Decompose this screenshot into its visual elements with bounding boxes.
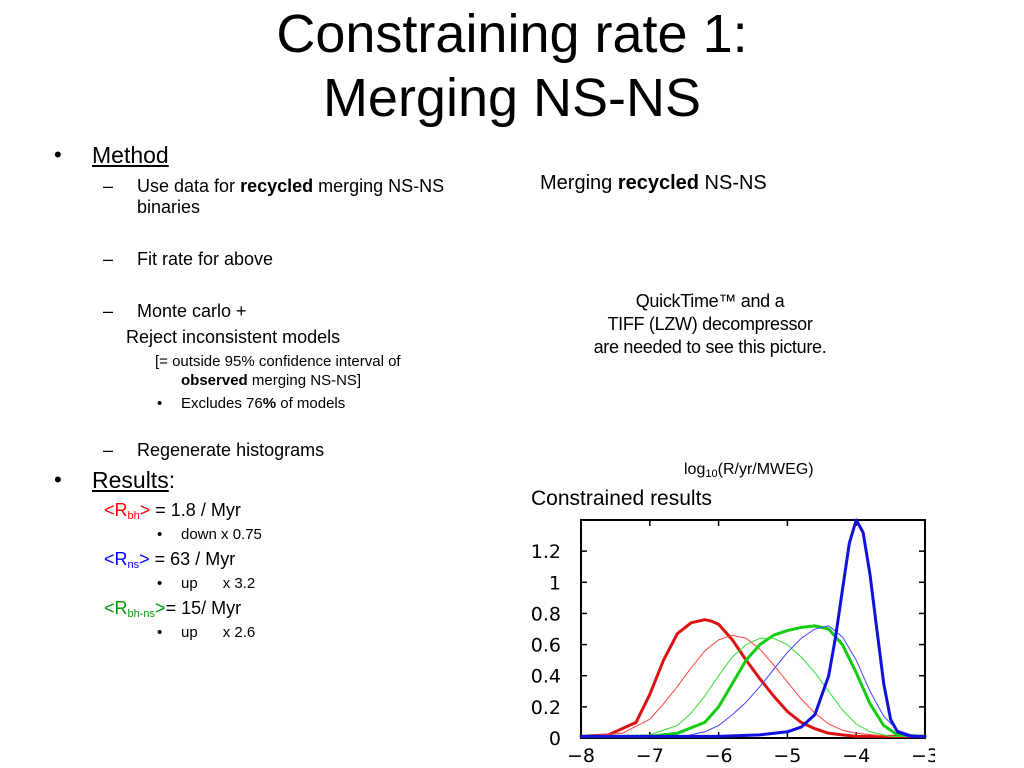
x-tick-label: −6 [705,745,733,767]
x-tick-label: −8 [567,745,595,767]
results-heading: Results: [92,467,176,493]
results-bullet: • [54,467,62,492]
result-r-bhns: <Rbh-ns>= 15/ Myr [104,598,242,620]
dash-4: – [103,440,114,460]
method-item-3: Monte carlo + [137,301,247,321]
placeholder-line-1: QuickTime™ and a [635,291,785,311]
placeholder-line-2: TIFF (LZW) decompressor [607,314,813,334]
y-tick-label: 0.8 [531,603,561,625]
y-tick-label: 1 [549,572,561,594]
x-tick-label: −3 [911,745,935,767]
left-column: • Method – Use data for recycled merging… [54,142,445,641]
dash-3: – [103,301,114,321]
title-line-2: Merging NS-NS [322,68,702,128]
method-bullet: • [54,142,62,167]
constrained-results-label: Constrained results [531,487,712,510]
note-2-bullet: • [157,395,163,412]
result-r-ns: <Rns> = 63 / Myr [104,549,236,571]
series-line-4 [580,637,926,737]
series-line-3 [579,624,927,738]
note-1-line2: observed merging NS-NS] [181,372,362,389]
result-r-bh-bullet: • [157,526,163,543]
x-tick-label: −5 [773,745,801,767]
plot-frame [580,519,926,739]
method-item-1: Use data for recycled merging NS-NS [137,176,445,196]
dash-2: – [103,249,114,269]
method-item-3-sub: Reject inconsistent models [126,327,341,347]
method-item-1-line2: binaries [137,197,201,217]
axis-caption: log10(R/yr/MWEG) [684,461,814,480]
missing-picture-placeholder: QuickTime™ and a TIFF (LZW) decompressor… [560,290,860,359]
series-line-5 [580,625,926,737]
x-tick-label: −4 [842,745,870,767]
method-item-2: Fit rate for above [137,249,274,269]
result-r-bhns-change: up x 2.6 [181,624,256,641]
result-r-bh-change: down x 0.75 [181,526,262,543]
method-item-4: Regenerate histograms [137,440,325,460]
series-line-1 [579,618,927,738]
dash-1: – [103,176,114,196]
result-r-ns-bullet: • [157,575,163,592]
histogram-chart: −8 −7 −6 −5 −4 −3 0 0.2 0.4 0.6 0.8 1 1.2 [531,518,935,767]
x-tick-label: −7 [636,745,664,767]
series-line-6 [579,518,927,738]
title-line-1: Constraining rate 1: [276,4,748,64]
method-heading: Method [92,142,169,168]
y-tick-label: 0.2 [531,697,561,719]
result-r-bhns-bullet: • [157,624,163,641]
placeholder-line-3: are needed to see this picture. [593,337,827,357]
y-tick-label: 0.4 [531,666,561,688]
result-r-bh: <Rbh> = 1.8 / Myr [104,500,241,522]
y-tick-label: 0 [549,728,561,750]
slide-title: Constraining rate 1: Merging NS-NS [0,2,1024,130]
y-tick-label: 0.6 [531,635,561,657]
series-line-2 [580,634,926,737]
note-2: Excludes 76% of models [181,395,346,412]
right-heading: Merging recycled NS-NS [540,172,767,194]
note-1: [= outside 95% confidence interval of [155,353,401,370]
result-r-ns-change: up x 3.2 [181,575,256,592]
y-tick-label: 1.2 [531,541,561,563]
